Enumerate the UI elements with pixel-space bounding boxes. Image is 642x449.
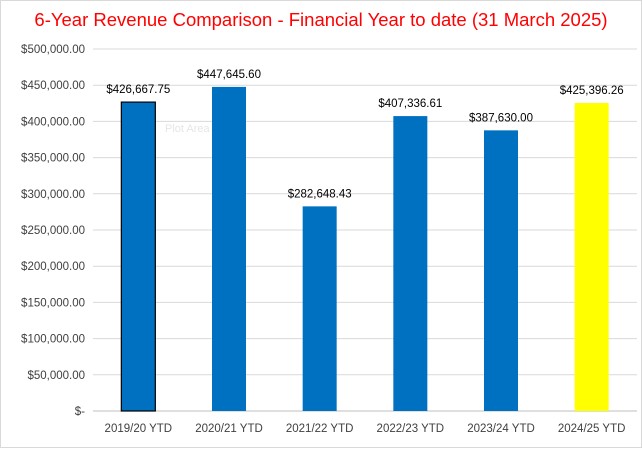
- y-tick-label: $350,000.00: [21, 153, 85, 165]
- y-axis: $- $50,000.00 $100,000.00 $150,000.00 $200,0…: [21, 44, 85, 418]
- data-label: $426,667.75: [106, 84, 170, 96]
- y-tick-label: $-: [75, 406, 85, 418]
- x-axis: 2019/20 YTD 2020/21 YTD 2021/22 YTD 2022/23…: [105, 423, 626, 435]
- bars: [120, 86, 609, 412]
- bar-5[interactable]: [484, 130, 518, 411]
- y-tick-label: $100,000.00: [21, 334, 85, 346]
- x-category-label: 2023/24 YTD: [467, 423, 535, 435]
- plot-area-tooltip: Plot Area: [165, 123, 211, 135]
- y-tick-label: $50,000.00: [27, 370, 85, 382]
- x-category-label: 2022/23 YTD: [377, 423, 445, 435]
- x-category-label: 2020/21 YTD: [195, 423, 263, 435]
- y-tick-label: $400,000.00: [21, 116, 85, 128]
- y-tick-label: $500,000.00: [21, 44, 85, 56]
- data-label: $447,645.60: [197, 69, 261, 81]
- x-category-label: 2024/25 YTD: [558, 423, 626, 435]
- bar-1[interactable]: [120, 101, 156, 412]
- bar-2[interactable]: [212, 86, 246, 411]
- data-label: $425,396.26: [560, 85, 624, 97]
- y-tick-label: $300,000.00: [21, 189, 85, 201]
- data-label: $282,648.43: [288, 188, 352, 200]
- y-tick-label: $200,000.00: [21, 261, 85, 273]
- x-category-label: 2019/20 YTD: [105, 423, 173, 435]
- x-category-label: 2021/22 YTD: [286, 423, 354, 435]
- bar-3[interactable]: [302, 206, 337, 411]
- gridlines: [93, 48, 637, 412]
- y-tick-label: $150,000.00: [21, 297, 85, 309]
- chart-title: 6-Year Revenue Comparison - Financial Ye…: [34, 9, 608, 30]
- y-tick-label: $250,000.00: [21, 225, 85, 237]
- data-label: $407,336.61: [378, 98, 442, 110]
- y-tick-label: $450,000.00: [21, 80, 85, 92]
- data-label: $387,630.00: [469, 112, 533, 124]
- bar-4[interactable]: [393, 116, 428, 412]
- data-labels: $426,667.75 $447,645.60 $282,648.43 $407,33…: [106, 69, 623, 200]
- bar-6[interactable]: [574, 103, 609, 411]
